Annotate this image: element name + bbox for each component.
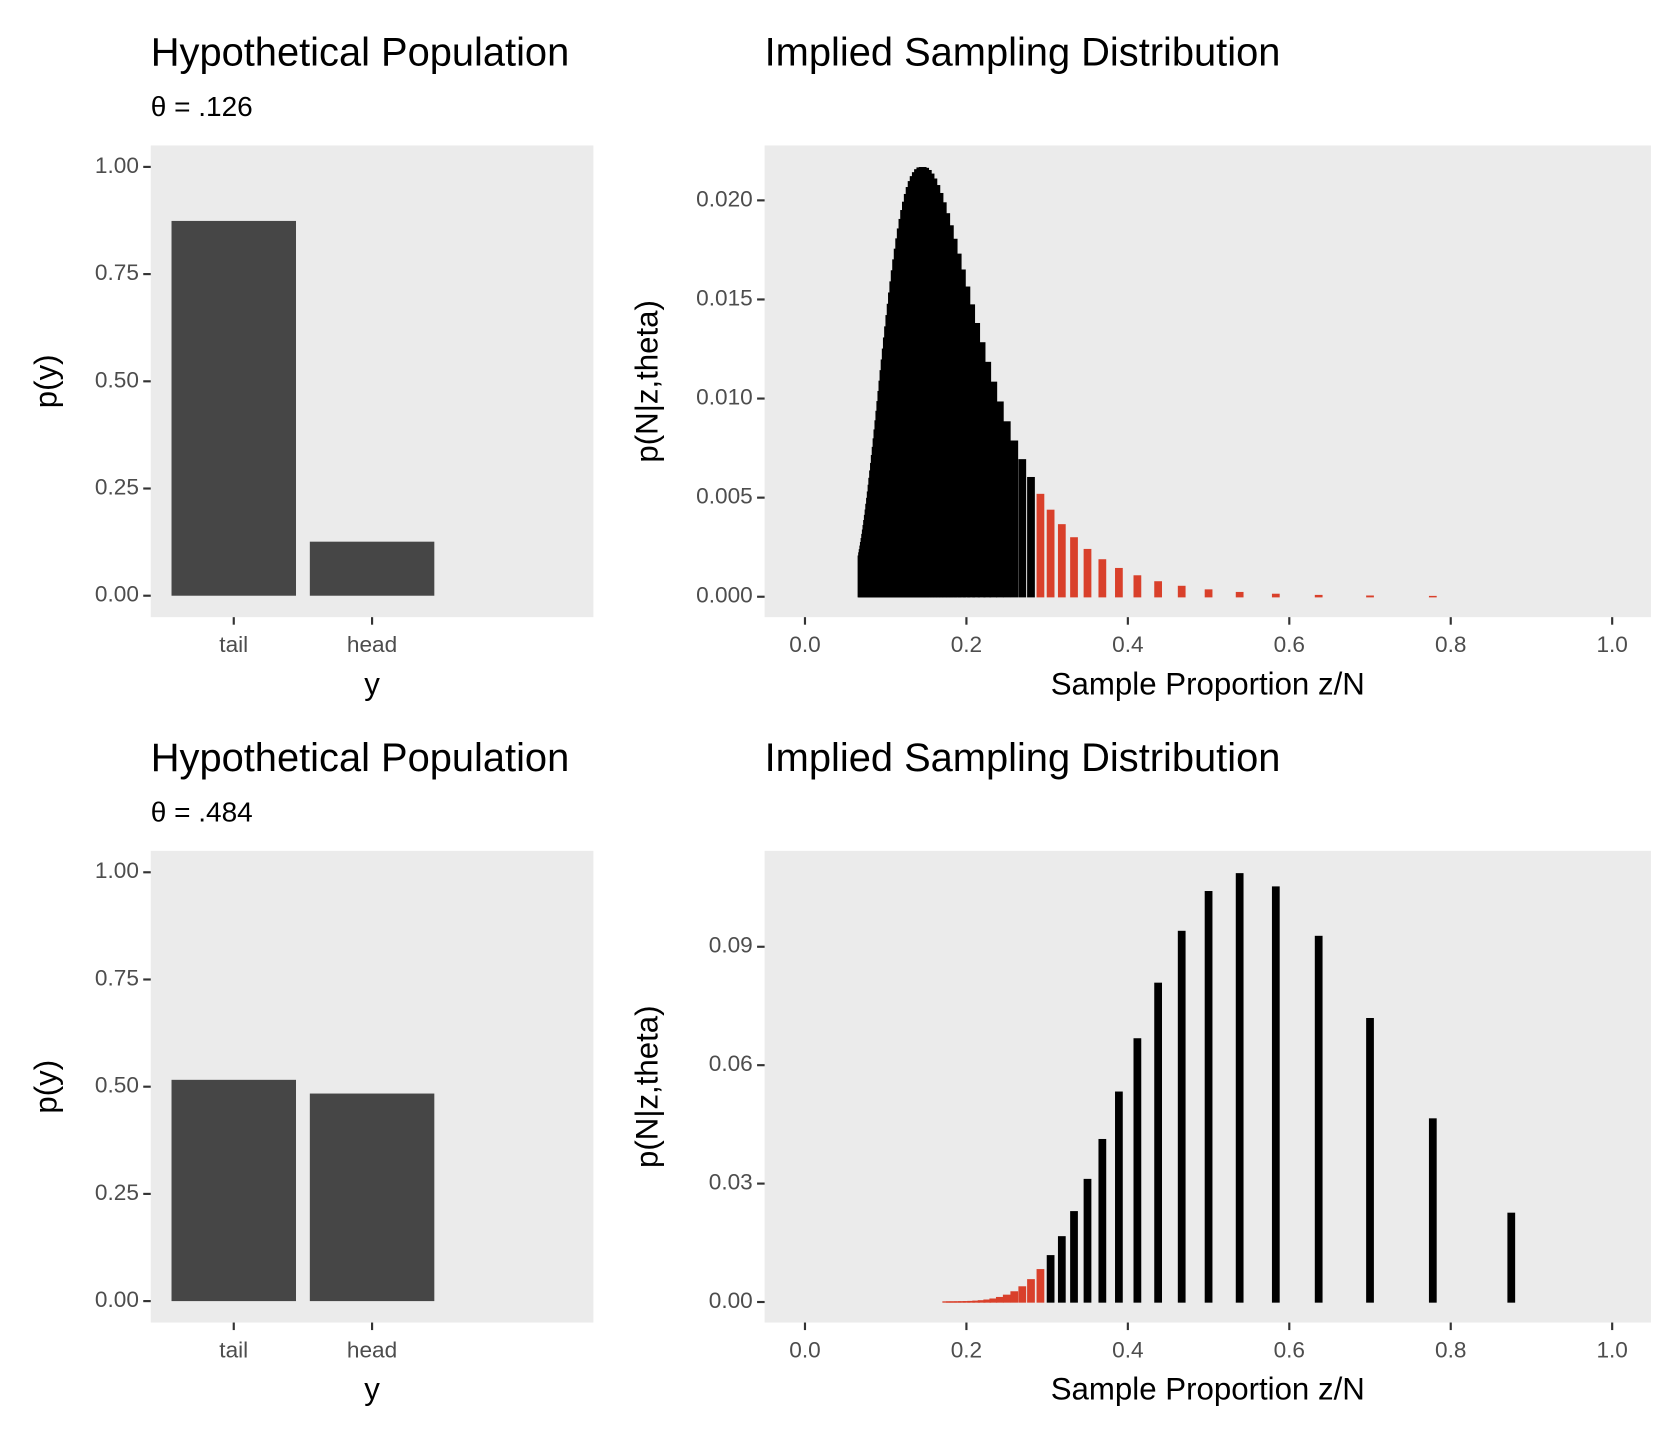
y-tick-label: 1.00	[95, 153, 139, 178]
bar	[1428, 1118, 1437, 1303]
bar	[1204, 891, 1213, 1303]
bar	[1070, 537, 1078, 598]
y-tick-label: 0.00	[95, 1287, 139, 1312]
y-tick-label: 0.03	[709, 1170, 753, 1195]
y-tick-label: 0.50	[95, 1073, 139, 1098]
bar	[171, 1079, 297, 1302]
bar	[1133, 575, 1142, 598]
y-tick-label: 0.50	[95, 367, 139, 392]
y-tick-label: 0.75	[95, 965, 139, 990]
bar	[1204, 589, 1213, 598]
bar	[995, 1296, 1004, 1303]
y-tick-label: 0.015	[696, 285, 753, 310]
bar	[1036, 1269, 1045, 1303]
bar	[1010, 1291, 1019, 1303]
bar	[1083, 1178, 1092, 1303]
bar	[995, 401, 1004, 598]
chart-title: Hypothetical Population	[151, 736, 569, 780]
y-axis-title: p(y)	[29, 1060, 64, 1114]
bar	[1027, 476, 1035, 598]
y-tick-label: 0.00	[709, 1288, 753, 1313]
bar	[1271, 886, 1280, 1303]
chart-subtitle: θ = .126	[151, 91, 253, 122]
x-tick-label: 0.2	[951, 632, 982, 657]
y-tick-label: 0.25	[95, 474, 139, 499]
x-tick-label: 0.8	[1435, 632, 1466, 657]
bar	[1083, 548, 1092, 598]
y-tick-label: 0.00	[95, 582, 139, 607]
x-tick-label: 0.6	[1274, 1338, 1305, 1363]
bar	[1314, 594, 1323, 598]
bar	[1057, 524, 1066, 598]
x-tick-label: 0.4	[1112, 632, 1143, 657]
y-tick-label: 0.75	[95, 260, 139, 285]
bar	[1018, 459, 1027, 598]
bar	[857, 555, 866, 598]
bar	[1133, 1038, 1142, 1303]
x-tick-label: tail	[219, 632, 248, 657]
bar	[1314, 935, 1323, 1303]
bar	[1177, 585, 1186, 598]
bar	[1070, 1211, 1078, 1303]
x-tick-label: 0.6	[1274, 632, 1305, 657]
bar	[1098, 559, 1107, 598]
x-tick-label: 1.0	[1596, 1338, 1627, 1363]
x-axis-title: Sample Proportion z/N	[1051, 1372, 1365, 1407]
y-axis-title: p(N|z,theta)	[630, 300, 665, 463]
bar	[1010, 440, 1019, 598]
x-axis-title: Sample Proportion z/N	[1051, 666, 1365, 701]
bar	[309, 541, 435, 596]
bar	[1057, 1236, 1066, 1303]
bar	[1046, 509, 1055, 598]
bar	[1235, 591, 1244, 598]
y-tick-label: 0.020	[696, 186, 753, 211]
bar	[1154, 982, 1163, 1303]
bar	[1002, 421, 1011, 598]
x-tick-label: head	[347, 1338, 397, 1363]
y-axis-title: p(N|z,theta)	[630, 1005, 665, 1168]
bar	[1115, 1091, 1123, 1303]
y-tick-label: 0.005	[696, 484, 753, 509]
y-tick-label: 0.000	[696, 583, 753, 608]
x-tick-label: 1.0	[1596, 632, 1627, 657]
bar	[1027, 1279, 1035, 1303]
x-tick-label: 0.4	[1112, 1338, 1143, 1363]
bar	[1036, 493, 1045, 598]
bar	[1507, 1212, 1516, 1303]
bar	[1154, 581, 1163, 598]
x-tick-label: 0.0	[789, 1338, 820, 1363]
bar	[171, 220, 297, 596]
bar	[1002, 1294, 1011, 1303]
bar	[1366, 1017, 1374, 1303]
chart-title: Hypothetical Population	[151, 31, 569, 75]
bar	[1098, 1138, 1107, 1303]
bar	[1366, 595, 1374, 598]
chart-title: Implied Sampling Distribution	[765, 736, 1281, 780]
x-tick-label: 0.8	[1435, 1338, 1466, 1363]
bar	[309, 1093, 435, 1302]
x-tick-label: head	[347, 632, 397, 657]
bar	[1271, 593, 1280, 598]
bar	[1235, 873, 1244, 1303]
bar	[1046, 1255, 1055, 1303]
x-tick-label: 0.0	[789, 632, 820, 657]
y-tick-label: 0.25	[95, 1180, 139, 1205]
bar	[1018, 1286, 1027, 1303]
x-axis-title: y	[364, 666, 380, 701]
x-tick-label: tail	[219, 1338, 248, 1363]
y-tick-label: 0.06	[709, 1051, 753, 1076]
x-axis-title: y	[364, 1372, 380, 1407]
y-axis-title: p(y)	[29, 354, 64, 408]
y-tick-label: 0.09	[709, 933, 753, 958]
chart-title: Implied Sampling Distribution	[765, 31, 1281, 75]
y-tick-label: 0.010	[696, 385, 753, 410]
chart-subtitle: θ = .484	[151, 797, 253, 828]
x-tick-label: 0.2	[951, 1338, 982, 1363]
y-tick-label: 1.00	[95, 858, 139, 883]
bar	[1177, 930, 1186, 1303]
bar	[1115, 567, 1123, 598]
